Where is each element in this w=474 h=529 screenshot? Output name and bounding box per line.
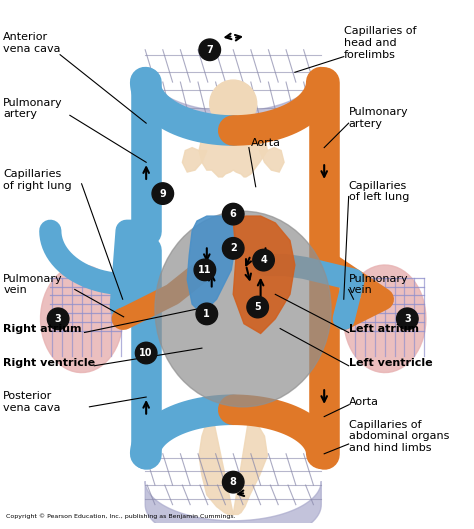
Polygon shape (199, 412, 233, 514)
Polygon shape (233, 412, 267, 514)
Text: 7: 7 (206, 45, 213, 55)
Text: 2: 2 (230, 243, 237, 253)
Circle shape (47, 308, 69, 330)
Text: Capillaries of
head and
forelimbs: Capillaries of head and forelimbs (344, 26, 416, 60)
Text: 3: 3 (404, 314, 410, 324)
Ellipse shape (155, 211, 331, 407)
Text: 11: 11 (198, 265, 211, 275)
Polygon shape (41, 265, 123, 372)
Text: 8: 8 (230, 477, 237, 487)
Circle shape (210, 80, 257, 127)
Circle shape (199, 39, 220, 60)
Circle shape (194, 259, 216, 281)
Text: Pulmonary
artery: Pulmonary artery (3, 98, 63, 119)
Text: 5: 5 (254, 302, 261, 312)
Circle shape (152, 183, 173, 204)
Circle shape (222, 471, 244, 493)
Text: 6: 6 (230, 209, 237, 219)
Polygon shape (182, 148, 207, 172)
Circle shape (222, 203, 244, 225)
Text: Aorta: Aorta (349, 397, 379, 407)
Circle shape (253, 249, 274, 271)
Text: 9: 9 (159, 188, 166, 198)
Text: Right ventricle: Right ventricle (3, 358, 95, 368)
Polygon shape (344, 265, 426, 372)
Text: Left ventricle: Left ventricle (349, 358, 432, 368)
Text: Copyright © Pearson Education, Inc., publishing as Benjamin Cummings.: Copyright © Pearson Education, Inc., pub… (6, 514, 236, 519)
Text: Pulmonary
vein: Pulmonary vein (3, 273, 63, 295)
Text: Anterior
vena cava: Anterior vena cava (3, 32, 61, 54)
Polygon shape (260, 148, 284, 172)
Text: Posterior
vena cava: Posterior vena cava (3, 391, 61, 413)
Circle shape (196, 303, 218, 325)
Text: 4: 4 (260, 255, 267, 265)
Circle shape (136, 342, 157, 364)
Circle shape (397, 308, 418, 330)
Text: Capillaries
of left lung: Capillaries of left lung (349, 181, 409, 203)
Text: Right atrium: Right atrium (3, 324, 82, 334)
Text: Pulmonary
vein: Pulmonary vein (349, 273, 408, 295)
Text: Pulmonary
artery: Pulmonary artery (349, 107, 408, 129)
Text: Aorta: Aorta (251, 138, 281, 148)
Text: 3: 3 (55, 314, 62, 324)
Text: 10: 10 (139, 348, 153, 358)
Circle shape (247, 296, 268, 318)
Polygon shape (199, 119, 267, 177)
Text: Capillaries
of right lung: Capillaries of right lung (3, 169, 72, 190)
Text: Capillaries of
abdominal organs
and hind limbs: Capillaries of abdominal organs and hind… (349, 419, 449, 453)
Text: 1: 1 (203, 309, 210, 319)
Text: Left atrium: Left atrium (349, 324, 419, 334)
Polygon shape (233, 216, 295, 333)
Polygon shape (145, 67, 321, 141)
Circle shape (222, 238, 244, 259)
Polygon shape (187, 216, 236, 314)
Polygon shape (145, 481, 321, 529)
